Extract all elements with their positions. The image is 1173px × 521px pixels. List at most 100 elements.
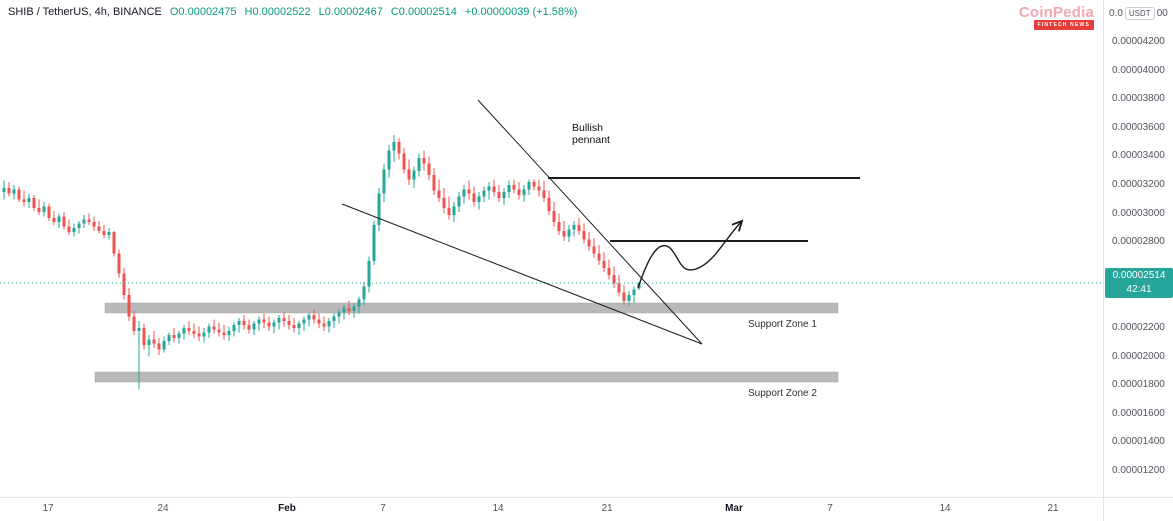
support-zone-band[interactable] bbox=[104, 302, 839, 314]
support-zone-band[interactable] bbox=[94, 371, 839, 383]
candle-body bbox=[252, 323, 256, 330]
candle-body bbox=[587, 239, 591, 247]
candle-body bbox=[577, 225, 581, 231]
candle-body bbox=[342, 308, 346, 313]
price-tick-label: 0.00002800 bbox=[1112, 236, 1165, 248]
candle-body bbox=[437, 190, 441, 198]
candle-body bbox=[202, 332, 206, 337]
coinpedia-logo-text: CoinPedia bbox=[1018, 4, 1094, 21]
candle-body bbox=[432, 175, 436, 191]
candle-body bbox=[417, 157, 421, 171]
candle-body bbox=[262, 319, 266, 323]
candle-body bbox=[297, 323, 301, 328]
price-tick-label: 0.00003800 bbox=[1112, 93, 1165, 105]
price-tick-label: 0.00003000 bbox=[1112, 207, 1165, 219]
ohlc-open: O0.00002475 bbox=[169, 6, 237, 18]
bar-countdown: 42:41 bbox=[1126, 284, 1152, 296]
candle-body bbox=[317, 319, 321, 324]
candle-body bbox=[137, 328, 141, 331]
candle-body bbox=[332, 316, 336, 321]
candle-body bbox=[372, 225, 376, 261]
candle-body bbox=[12, 189, 16, 194]
time-tick-label: Feb bbox=[278, 503, 296, 514]
candle-body bbox=[62, 216, 66, 227]
usdt-unit-pill[interactable]: USDT bbox=[1124, 7, 1155, 20]
candle-body bbox=[282, 318, 286, 321]
chart-plot[interactable]: Support Zone 1 Support Zone 2 Bullishpenna… bbox=[0, 0, 1103, 497]
projection-arrow[interactable] bbox=[637, 221, 742, 289]
candle-body bbox=[292, 325, 296, 328]
candle-body bbox=[617, 283, 621, 293]
candle-body bbox=[217, 329, 221, 333]
ohlc-close: C0.00002514 bbox=[390, 6, 457, 18]
axis-corner bbox=[1103, 497, 1173, 521]
time-tick-label: 7 bbox=[380, 503, 386, 514]
candle-body bbox=[422, 157, 426, 164]
candle-body bbox=[37, 207, 41, 213]
candle-body bbox=[192, 330, 196, 334]
time-tick-label: 21 bbox=[601, 503, 613, 514]
candle-body bbox=[167, 335, 171, 341]
candle-body bbox=[597, 253, 601, 261]
current-price-badge: 0.00002514 42:41 bbox=[1105, 268, 1173, 299]
price-axis-partial-right: 00 bbox=[1156, 8, 1168, 19]
candle-body bbox=[207, 326, 211, 333]
candle-body bbox=[442, 197, 446, 208]
candle-body bbox=[457, 196, 461, 207]
price-tick-label: 0.00003400 bbox=[1112, 150, 1165, 162]
price-axis[interactable]: 0.0 USDT 00 0.00002514 42:41 0.00004200 0… bbox=[1103, 0, 1173, 497]
price-tick-label: 0.00002000 bbox=[1112, 350, 1165, 362]
candle-body bbox=[187, 328, 191, 331]
time-tick-label: Mar bbox=[725, 503, 743, 514]
chart-pane[interactable]: Support Zone 1 Support Zone 2 Bullish penna… bbox=[0, 0, 1103, 497]
candle-body bbox=[247, 325, 251, 330]
chart-legend: SHIB / TetherUS, 4h, BINANCE O0.00002475… bbox=[8, 6, 577, 18]
symbol-title[interactable]: SHIB / TetherUS, 4h, BINANCE bbox=[8, 6, 162, 18]
candle-body bbox=[402, 153, 406, 170]
ohlc-high: H0.00002522 bbox=[244, 6, 311, 18]
candle-body bbox=[462, 189, 466, 197]
candle-body bbox=[552, 210, 556, 223]
ohlc-low: L0.00002467 bbox=[318, 6, 383, 18]
candle-body bbox=[112, 232, 116, 254]
trendline-pennant-lower[interactable] bbox=[341, 203, 703, 345]
price-tick-label: 0.00002200 bbox=[1112, 322, 1165, 333]
candle-body bbox=[582, 230, 586, 240]
annotation-bullish-pennant[interactable]: pennant bbox=[572, 134, 610, 146]
candle-body bbox=[182, 328, 186, 334]
candle-body bbox=[312, 315, 316, 320]
trendline-pennant-upper[interactable] bbox=[477, 99, 703, 345]
candle-body bbox=[602, 260, 606, 268]
candle-body bbox=[212, 326, 216, 330]
candle-body bbox=[367, 260, 371, 287]
candle-body bbox=[547, 197, 551, 211]
candle-body bbox=[67, 226, 71, 233]
candle-body bbox=[392, 142, 396, 151]
candle-body bbox=[302, 319, 306, 324]
price-tick-label: 0.00004000 bbox=[1112, 64, 1165, 76]
candle-body bbox=[377, 193, 381, 226]
candle-body bbox=[607, 267, 611, 275]
time-tick-label: 24 bbox=[157, 503, 169, 514]
current-price-value: 0.00002514 bbox=[1112, 270, 1166, 282]
candle-body bbox=[142, 328, 146, 346]
candle-body bbox=[7, 187, 11, 194]
candle-body bbox=[537, 186, 541, 191]
candle-body bbox=[127, 295, 131, 317]
candle-body bbox=[82, 219, 86, 224]
time-tick-label: 21 bbox=[1047, 503, 1059, 514]
time-tick-label: 17 bbox=[42, 503, 54, 514]
candle-body bbox=[197, 333, 201, 337]
annotation-bullish-pennant[interactable]: Bullish bbox=[572, 122, 603, 134]
candle-body bbox=[477, 196, 481, 203]
candle-body bbox=[322, 323, 326, 327]
candle-body bbox=[57, 216, 61, 223]
candle-body bbox=[42, 206, 46, 213]
candle-body bbox=[467, 189, 471, 194]
time-axis[interactable]: 17 24 Feb 7 14 21 Mar 7 14 21 bbox=[0, 497, 1103, 521]
candle-body bbox=[242, 320, 246, 326]
price-tick-label: 0.00003200 bbox=[1112, 179, 1165, 190]
coinpedia-watermark: CoinPedia FINTECH NEWS bbox=[1019, 5, 1094, 30]
candle-body bbox=[102, 230, 106, 236]
candle-body bbox=[517, 189, 521, 195]
